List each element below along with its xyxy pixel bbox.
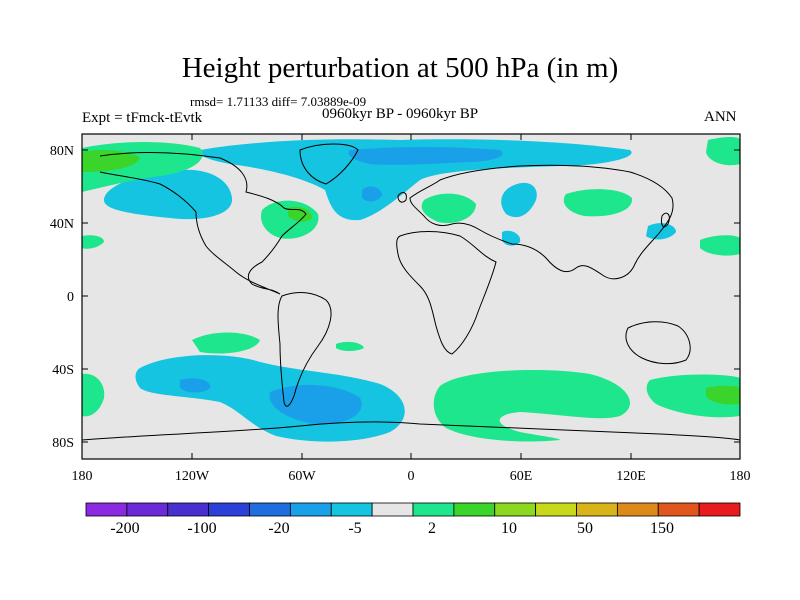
negative-region xyxy=(199,139,632,221)
lon-axis: 180 120W 60W 0 60E 120E 180 xyxy=(72,134,751,484)
negative-region xyxy=(501,182,537,218)
japan-coast xyxy=(661,212,670,228)
colorbar-box xyxy=(330,502,373,517)
colorbar-label: -20 xyxy=(268,520,289,537)
positive-region xyxy=(433,370,630,442)
positive-region xyxy=(82,373,105,417)
colorbar-box xyxy=(208,502,250,517)
lat-label: 0 xyxy=(67,290,74,305)
negative-region xyxy=(104,169,233,220)
positive-region xyxy=(421,193,476,224)
lon-label: 60E xyxy=(510,469,533,484)
colorbar-box xyxy=(167,502,210,517)
lon-label: 180 xyxy=(730,469,751,484)
lat-label: 80N xyxy=(50,144,74,159)
positive-region xyxy=(82,150,140,172)
colorbar: -200 -100 -20 -5 2 10 50 150 xyxy=(85,502,741,537)
negative-region xyxy=(269,384,362,425)
lon-label: 60W xyxy=(288,469,316,484)
europe-asia-coast xyxy=(409,164,674,280)
colorbar-box xyxy=(576,502,618,517)
season-label: ANN xyxy=(704,109,737,125)
colorbar-boxes xyxy=(85,502,741,517)
positive-region xyxy=(700,235,740,256)
antarctica-coast xyxy=(82,421,740,441)
africa-coast xyxy=(396,231,497,355)
positive-region xyxy=(563,189,633,217)
colorbar-label: -5 xyxy=(348,520,361,537)
lon-label: 0 xyxy=(408,469,415,484)
colorbar-box xyxy=(85,502,128,517)
south-america-coast xyxy=(277,292,332,407)
plot-title: Height perturbation at 500 hPa (in m) xyxy=(181,52,619,84)
colorbar-label: 2 xyxy=(428,520,436,537)
positive-region xyxy=(192,332,260,354)
positive-region xyxy=(288,206,312,222)
colorbar-label: 50 xyxy=(577,520,593,537)
lon-label: 120W xyxy=(175,469,210,484)
colorbar-label: -100 xyxy=(187,520,216,537)
positive-region xyxy=(706,137,740,166)
coastlines xyxy=(82,143,740,441)
colorbar-box xyxy=(412,502,455,517)
map-panel xyxy=(82,134,740,459)
lat-label: 80S xyxy=(52,436,74,451)
colorbar-box xyxy=(657,502,700,517)
experiment-label: Expt = tFmck-tEvtk xyxy=(82,110,203,126)
uk-coast xyxy=(397,192,407,203)
colorbar-label: 10 xyxy=(501,520,517,537)
colorbar-box xyxy=(698,502,741,517)
north-america-coast xyxy=(99,151,307,295)
positive-region xyxy=(646,374,740,418)
negative-region xyxy=(180,378,211,393)
colorbar-labels: -200 -100 -20 -5 2 10 50 150 xyxy=(110,520,674,537)
lat-label: 40S xyxy=(52,363,74,378)
lon-label: 120E xyxy=(616,469,646,484)
australia-coast xyxy=(625,321,691,365)
stats-text: rmsd= 1.71133 diff= 7.03889e-09 xyxy=(190,94,367,109)
colorbar-box xyxy=(494,502,537,517)
period-label: 0960kyr BP - 0960kyr BP xyxy=(322,106,479,122)
colorbar-box xyxy=(249,502,291,517)
lat-axis: 80N 40N 0 40S 80S xyxy=(50,144,740,451)
negative-region xyxy=(348,147,503,165)
lon-label: 180 xyxy=(72,469,93,484)
positive-region xyxy=(82,235,104,249)
colorbar-label: -200 xyxy=(110,520,139,537)
colorbar-box xyxy=(289,502,332,517)
greenland-coast xyxy=(299,143,359,185)
lat-label: 40N xyxy=(50,217,74,232)
colorbar-box xyxy=(126,502,169,517)
colorbar-box xyxy=(371,502,414,517)
negative-region xyxy=(362,186,382,202)
colorbar-box xyxy=(535,502,577,517)
positive-region xyxy=(336,341,364,351)
colorbar-box xyxy=(616,502,659,517)
colorbar-box xyxy=(453,502,496,517)
colorbar-label: 150 xyxy=(650,520,674,537)
positive-region xyxy=(706,385,740,405)
